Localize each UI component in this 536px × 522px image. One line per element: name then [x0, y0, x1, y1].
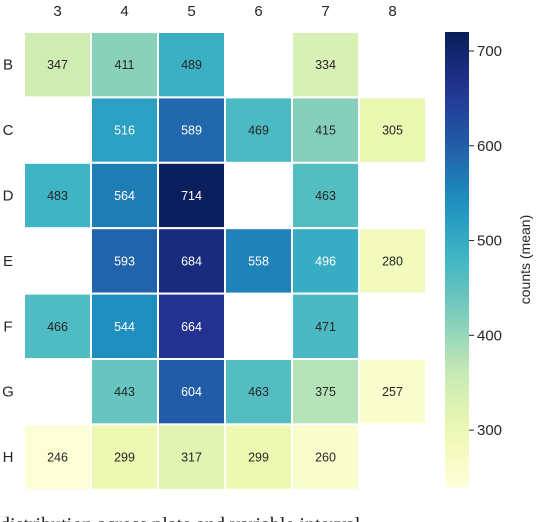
cell-value-G5: 604 [181, 385, 202, 399]
cell-value-B4: 411 [115, 58, 135, 72]
cell-value-H4: 299 [114, 451, 135, 465]
heatmap-cells: 347 411 489 334 516 589 469 415 305 483 564 714 463 5… [23, 31, 427, 491]
row-tick-D: D [3, 188, 14, 205]
heatmap-cell-H4 [90, 423, 159, 491]
colorbar: 300 400 500 600 700 counts (mean) [445, 32, 533, 487]
heatmap-cell-B3 [23, 31, 92, 99]
heatmap-cell-G4 [90, 358, 159, 426]
heatmap-cell-C5 [157, 96, 226, 164]
column-tick-4: 4 [120, 3, 128, 20]
heatmap-cell-F4 [90, 292, 159, 361]
cell-value-D5: 714 [181, 189, 202, 203]
cell-value-G8: 257 [382, 385, 403, 399]
colorbar-tick-label-400: 400 [477, 327, 502, 344]
cell-value-D4: 564 [114, 189, 135, 203]
row-tick-C: C [3, 122, 14, 139]
row-tick-labels: B C D E F G H [2, 57, 14, 466]
cell-value-D3: 483 [47, 189, 68, 203]
cell-value-B3: 347 [47, 58, 68, 72]
cell-value-H6: 299 [248, 451, 269, 465]
heatmap-cell-E7 [291, 227, 360, 295]
cell-value-H7: 260 [315, 451, 336, 465]
cell-value-F4: 544 [114, 320, 135, 334]
colorbar-tick-label-700: 700 [477, 43, 502, 60]
column-tick-5: 5 [187, 3, 195, 20]
cell-value-F5: 664 [181, 320, 202, 334]
cell-value-C6: 469 [248, 124, 269, 138]
cell-value-G7: 375 [315, 385, 336, 399]
heatmap-cell-D5 [157, 161, 226, 230]
heatmap-cell-B7 [291, 31, 360, 99]
cell-value-C4: 516 [114, 124, 135, 138]
heatmap-cell-C7 [291, 96, 360, 164]
column-tick-6: 6 [254, 3, 262, 20]
cell-value-E7: 496 [315, 254, 336, 268]
cell-value-E5: 684 [181, 254, 202, 268]
cell-value-C7: 415 [315, 124, 336, 138]
row-tick-G: G [2, 384, 14, 401]
heatmap-cell-C8 [358, 96, 427, 164]
row-tick-E: E [3, 253, 13, 270]
cell-value-B7: 334 [315, 58, 336, 72]
heatmap-cell-C6 [224, 96, 293, 164]
heatmap-cell-D3 [23, 161, 92, 230]
heatmap-cell-E4 [90, 227, 159, 295]
cell-value-E4: 593 [114, 254, 135, 268]
heatmap-cell-H7 [291, 423, 360, 491]
cell-value-F3: 466 [47, 320, 68, 334]
colorbar-tick-label-500: 500 [477, 233, 502, 250]
column-tick-3: 3 [53, 3, 61, 20]
cell-value-F7: 471 [315, 320, 336, 334]
column-tick-7: 7 [321, 3, 329, 20]
cell-value-D7: 463 [315, 189, 336, 203]
cell-value-C5: 589 [181, 124, 202, 138]
heatmap-cell-B4 [90, 31, 159, 99]
colorbar-tick-label-300: 300 [477, 422, 502, 439]
heatmap-cell-G8 [358, 358, 427, 426]
heatmap-cell-F3 [23, 292, 92, 361]
row-tick-H: H [3, 449, 14, 466]
heatmap-cell-F5 [157, 292, 226, 361]
colorbar-ticks: 300 400 500 600 700 [469, 43, 502, 439]
heatmap-cell-E6 [224, 227, 293, 295]
cell-value-G4: 443 [114, 385, 135, 399]
cell-value-G6: 463 [248, 385, 269, 399]
cell-value-B5: 489 [181, 58, 202, 72]
column-tick-8: 8 [388, 3, 396, 20]
colorbar-tick-label-600: 600 [477, 138, 502, 155]
heatmap-cell-F7 [291, 292, 360, 361]
colorbar-gradient [445, 32, 469, 487]
cell-value-E6: 558 [248, 254, 269, 268]
row-tick-F: F [3, 318, 12, 335]
cell-value-E8: 280 [382, 254, 403, 268]
caption-text: distribution across plate and variable i… [0, 505, 536, 522]
heatmap-cell-E8 [358, 227, 427, 295]
colorbar-label: counts (mean) [517, 215, 533, 304]
column-tick-labels: 3 4 5 6 7 8 [53, 3, 396, 20]
cell-value-H3: 246 [47, 451, 68, 465]
cell-value-C8: 305 [382, 124, 403, 138]
heatmap-cell-H6 [224, 423, 293, 491]
cell-value-H5: 317 [181, 451, 202, 465]
heatmap-cell-H3 [23, 423, 92, 491]
row-tick-B: B [3, 57, 13, 74]
